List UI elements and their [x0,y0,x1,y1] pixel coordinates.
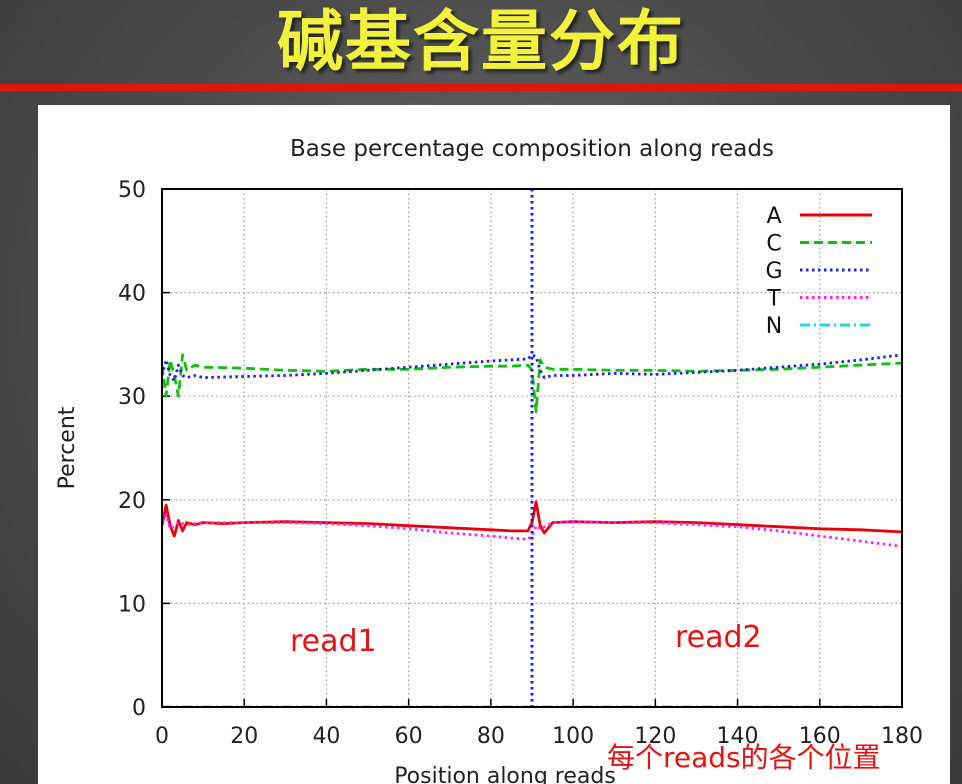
x-tick-label: 40 [312,724,340,749]
position-note: 每个reads的各个位置 [607,741,881,774]
x-axis-label: Position along reads [394,764,616,784]
plot-frame [161,188,903,708]
x-tick-label: 120 [634,724,676,749]
legend-label-n: N [766,314,782,339]
chart-title: Base percentage composition along reads [290,136,774,162]
tick-layer: 0 20 40 60 80 100 120 140 160 180 0 10 20 30 40 50 [118,178,923,749]
base-composition-chart: Base percentage composition along reads … [55,136,923,784]
x-tick-label: 80 [477,724,505,749]
x-tick-label: 140 [717,724,759,749]
series-layer [162,189,902,707]
read1-label: read1 [290,624,377,659]
y-tick-label: 40 [118,282,146,307]
slide-title: 碱基含量分布 [277,3,685,80]
legend-label-t: T [766,287,781,312]
figure-panel: Base percentage composition along reads … [38,105,950,784]
x-tick-label: 100 [552,724,594,749]
series-line-a [162,500,902,538]
x-tick-label: 0 [155,724,169,749]
title-underline [0,84,962,91]
series-line-c [162,353,902,414]
grid-layer [162,189,902,707]
series-line-t [162,513,902,548]
legend-label-g: G [765,259,782,284]
y-axis-label: Percent [55,406,80,489]
y-tick-label: 10 [118,592,146,617]
y-tick-label: 0 [132,696,146,721]
x-tick-label: 180 [881,724,923,749]
y-tick-label: 50 [118,178,146,203]
series-line-g [162,353,902,383]
y-tick-label: 30 [118,385,146,410]
x-tick-label: 160 [799,724,841,749]
x-tick-label: 20 [230,724,258,749]
legend-label-a: A [766,204,781,229]
legend-label-c: C [766,232,781,257]
y-tick-label: 20 [118,489,146,514]
x-tick-label: 60 [395,724,423,749]
read2-label: read2 [675,620,762,655]
